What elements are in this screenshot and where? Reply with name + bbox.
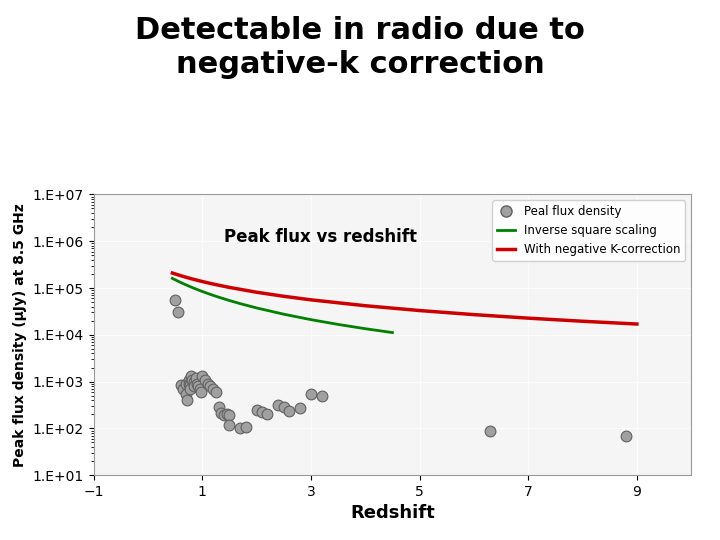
Point — [213, 403, 225, 412]
Point — [186, 372, 197, 381]
Point — [240, 423, 251, 431]
Point — [273, 401, 284, 410]
Point — [190, 374, 202, 382]
Point — [180, 389, 192, 398]
Text: Detectable in radio due to
negative-k correction: Detectable in radio due to negative-k co… — [135, 16, 585, 79]
Point — [224, 420, 235, 429]
Point — [183, 375, 194, 384]
Point — [221, 410, 233, 418]
Point — [218, 411, 230, 420]
Point — [175, 381, 186, 389]
Point — [202, 380, 213, 388]
Point — [215, 409, 227, 417]
Y-axis label: Peak flux density (µJy) at 8.5 GHz: Peak flux density (µJy) at 8.5 GHz — [13, 203, 27, 467]
X-axis label: Redshift: Redshift — [350, 504, 435, 523]
Point — [177, 384, 189, 393]
Point — [169, 296, 181, 305]
Point — [485, 426, 496, 435]
Point — [181, 396, 193, 404]
Point — [197, 372, 208, 381]
Point — [189, 382, 200, 390]
Point — [172, 308, 184, 317]
Point — [194, 384, 205, 393]
Point — [284, 407, 295, 416]
Point — [186, 375, 198, 384]
Point — [294, 404, 306, 413]
Point — [224, 411, 235, 420]
Point — [184, 381, 196, 389]
Point — [316, 392, 328, 400]
Point — [184, 384, 196, 393]
Point — [251, 406, 262, 414]
Legend: Peal flux density, Inverse square scaling, With negative K-correction: Peal flux density, Inverse square scalin… — [492, 200, 685, 261]
Point — [192, 382, 204, 390]
Point — [189, 377, 200, 386]
Point — [210, 388, 222, 396]
Point — [207, 384, 219, 393]
Point — [183, 380, 194, 388]
Point — [261, 410, 273, 418]
Point — [204, 382, 216, 390]
Point — [256, 408, 268, 417]
Point — [235, 424, 246, 433]
Point — [305, 389, 317, 398]
Point — [278, 403, 289, 412]
Point — [195, 388, 207, 396]
Point — [191, 380, 202, 388]
Point — [620, 431, 631, 440]
Text: Peak flux vs redshift: Peak flux vs redshift — [224, 228, 417, 246]
Point — [199, 375, 211, 384]
Point — [180, 380, 192, 388]
